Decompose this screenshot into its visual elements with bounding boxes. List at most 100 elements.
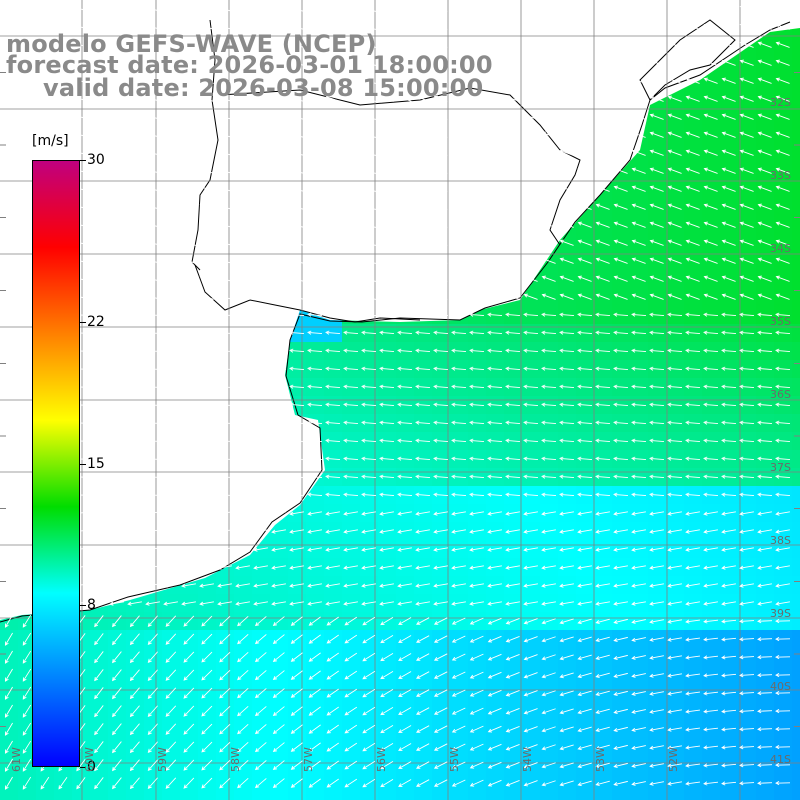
wind-cell xyxy=(756,396,775,415)
wind-arrow xyxy=(577,23,592,30)
wind-cell xyxy=(792,432,800,451)
wind-cell xyxy=(252,612,271,631)
wind-cell xyxy=(306,702,325,721)
wind-cell xyxy=(630,756,649,775)
wind-arrow xyxy=(613,59,628,66)
wind-cell xyxy=(666,702,685,721)
wind-arrow xyxy=(505,113,520,120)
wind-arrow xyxy=(163,41,178,48)
wind-cell xyxy=(576,738,595,757)
wind-cell xyxy=(702,594,721,613)
wind-arrow xyxy=(487,77,502,84)
wind-cell xyxy=(432,702,451,721)
wind-arrow xyxy=(613,131,628,138)
wind-arrow xyxy=(343,185,358,192)
wind-cell xyxy=(270,594,289,613)
wind-arrow xyxy=(703,5,718,12)
wind-arrow xyxy=(361,149,376,156)
wind-cell xyxy=(378,558,397,577)
wind-arrow xyxy=(145,95,160,102)
wind-cell xyxy=(720,468,739,487)
wind-arrow xyxy=(757,77,772,84)
colorbar-tick-label: 22 xyxy=(87,313,105,330)
wind-arrow xyxy=(739,59,754,66)
wind-arrow xyxy=(757,131,772,138)
wind-arrow xyxy=(613,95,628,102)
wind-cell xyxy=(684,666,703,685)
wind-cell xyxy=(594,594,613,613)
wind-cell xyxy=(342,396,361,415)
wind-cell xyxy=(684,450,703,469)
wind-cell xyxy=(108,738,127,757)
wind-cell xyxy=(270,720,289,739)
wind-cell xyxy=(324,720,343,739)
wind-cell xyxy=(792,522,800,541)
wind-arrow xyxy=(37,5,52,12)
wind-cell xyxy=(306,396,325,415)
wind-cell xyxy=(612,378,631,397)
wind-arrow xyxy=(469,131,484,138)
wind-cell xyxy=(414,414,433,433)
wind-cell xyxy=(324,558,343,577)
wind-cell xyxy=(216,576,235,595)
wind-cell xyxy=(270,756,289,775)
wind-cell xyxy=(630,306,649,325)
wind-cell xyxy=(108,792,127,800)
wind-cell xyxy=(396,666,415,685)
wind-arrow xyxy=(379,95,394,102)
wind-cell xyxy=(486,396,505,415)
wind-arrow xyxy=(685,41,700,48)
wind-cell xyxy=(738,630,757,649)
wind-cell xyxy=(576,486,595,505)
wind-cell xyxy=(270,576,289,595)
wind-cell xyxy=(450,738,469,757)
wind-cell xyxy=(558,594,577,613)
wind-cell xyxy=(522,378,541,397)
wind-cell xyxy=(792,198,800,217)
wind-cell xyxy=(792,162,800,181)
wind-arrow xyxy=(37,23,52,30)
wind-cell xyxy=(414,702,433,721)
wind-cell xyxy=(540,720,559,739)
wind-arrow xyxy=(145,131,160,138)
wind-cell xyxy=(720,612,739,631)
wind-arrow xyxy=(19,167,34,174)
wind-arrow xyxy=(19,5,34,12)
wind-arrow xyxy=(451,77,466,84)
wind-arrow xyxy=(451,113,466,120)
wind-arrow xyxy=(19,131,34,138)
wind-arrow xyxy=(379,59,394,66)
wind-cell xyxy=(342,414,361,433)
wind-cell xyxy=(612,468,631,487)
wind-cell xyxy=(432,324,451,343)
wind-cell xyxy=(396,486,415,505)
wind-cell xyxy=(792,504,800,523)
wind-arrow xyxy=(631,59,646,66)
wind-arrow xyxy=(19,41,34,48)
wind-cell xyxy=(216,720,235,739)
wind-arrow xyxy=(667,203,682,210)
wind-cell xyxy=(252,576,271,595)
wind-cell xyxy=(612,486,631,505)
wind-arrow xyxy=(181,167,196,174)
wind-cell xyxy=(306,684,325,703)
wind-cell xyxy=(432,774,451,793)
wind-cell xyxy=(342,558,361,577)
wind-arrow xyxy=(1,95,16,102)
wind-arrow xyxy=(577,5,592,12)
wind-arrow xyxy=(505,95,520,102)
wind-cell xyxy=(360,576,379,595)
wind-cell xyxy=(306,630,325,649)
wind-cell xyxy=(648,576,667,595)
colorbar-unit: [m/s] xyxy=(32,133,69,149)
wind-cell xyxy=(540,648,559,667)
wind-arrow xyxy=(163,113,178,120)
wind-arrow xyxy=(343,95,358,102)
wind-cell xyxy=(702,738,721,757)
wind-arrow xyxy=(469,149,484,156)
wind-cell xyxy=(522,306,541,325)
wind-arrow xyxy=(469,77,484,84)
wind-cell xyxy=(270,702,289,721)
wind-cell xyxy=(774,684,793,703)
wind-cell xyxy=(594,324,613,343)
